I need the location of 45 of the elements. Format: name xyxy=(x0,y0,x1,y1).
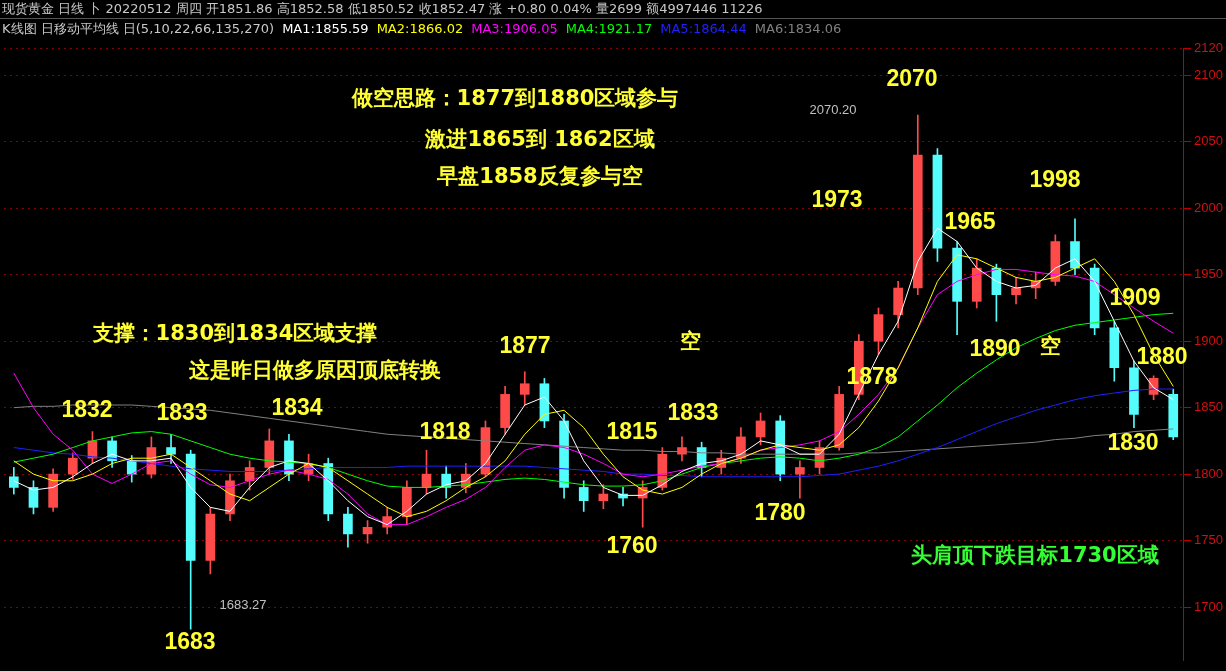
annotation: 激进1865到 1862区域 xyxy=(424,127,655,152)
y-tick-label: 2000 xyxy=(1194,199,1223,215)
y-tick-label: 2050 xyxy=(1194,133,1223,149)
annotation: 1965 xyxy=(944,208,996,235)
text: MA3:1906.05 xyxy=(471,21,558,36)
annotation: 2070 xyxy=(886,65,938,92)
text: MA5:1864.44 xyxy=(660,21,747,36)
annotation: 1832 xyxy=(61,396,113,423)
annotation: 1760 xyxy=(606,532,658,559)
y-tick-label: 1750 xyxy=(1194,532,1223,548)
annotation: 1683.27 xyxy=(219,596,267,612)
text: MA6:1834.06 xyxy=(754,21,842,36)
annotation: 1833 xyxy=(156,399,208,426)
annotation: 1973 xyxy=(811,186,863,213)
y-tick-label: 1850 xyxy=(1194,399,1223,415)
y-tick-label: 2100 xyxy=(1194,66,1223,82)
text: MA4:1921.17 xyxy=(565,21,653,36)
annotation: 早盘1858反复参与空 xyxy=(436,164,643,189)
text: MA1:1855.59 xyxy=(282,21,369,36)
y-tick-label: 1950 xyxy=(1194,266,1223,282)
annotation: 1998 xyxy=(1029,166,1081,193)
y-tick-label: 1900 xyxy=(1194,332,1223,348)
annotation: 1780 xyxy=(754,499,806,526)
annotation: 2070.20 xyxy=(809,101,857,117)
y-tick-label: 2120 xyxy=(1194,40,1223,56)
annotation: 做空思路：1877到1880区域参与 xyxy=(350,86,679,111)
y-tick-label: 1700 xyxy=(1194,598,1223,614)
annotation: 空 xyxy=(1039,334,1061,359)
annotation: 这是昨日做多原因顶底转换 xyxy=(188,358,441,383)
annotation: 1815 xyxy=(606,418,658,445)
text: MA2:1866.02 xyxy=(376,21,464,36)
annotation: 1877 xyxy=(499,332,551,359)
annotation: 1830 xyxy=(1107,429,1159,456)
chart-subtitle: K线图 日移动平均线 日(5,10,22,66,135,270) xyxy=(2,21,275,36)
y-tick-label: 1800 xyxy=(1194,465,1223,481)
annotation: 1834 xyxy=(271,394,323,421)
annotation: 1683 xyxy=(164,628,216,655)
annotation: 空 xyxy=(679,329,701,354)
candlestick xyxy=(795,460,805,499)
annotation: 1833 xyxy=(667,399,719,426)
annotation: 1890 xyxy=(969,335,1021,362)
chart-title: 现货黄金 日线 卜 20220512 周四 开1851.86 高1852.58 低1850.52 收1852.47 涨 +0.80 0.04% 量2699 额4997446 11226 xyxy=(0,0,1226,19)
annotation: 1818 xyxy=(419,418,471,445)
annotation: 头肩顶下跌目标1730区域 xyxy=(911,543,1159,568)
annotation: 支撑：1830到1834区域支撑 xyxy=(91,321,378,346)
